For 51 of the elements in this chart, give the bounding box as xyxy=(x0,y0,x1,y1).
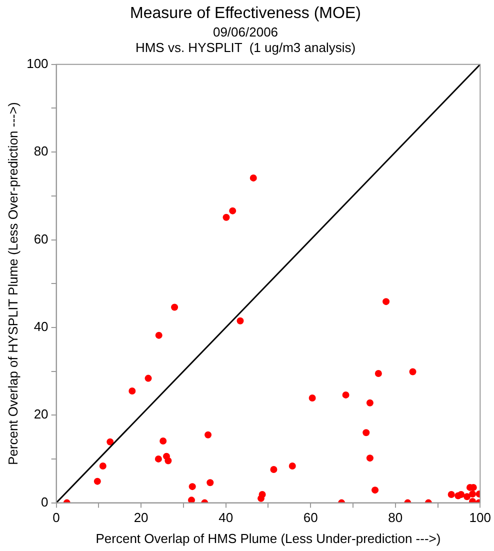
x-tick-label: 60 xyxy=(303,510,318,526)
point xyxy=(409,368,416,376)
point xyxy=(308,394,316,402)
point xyxy=(250,174,257,182)
x-tick-label: 100 xyxy=(469,510,492,526)
x-tick-label: 20 xyxy=(134,510,148,526)
point xyxy=(106,438,114,446)
point xyxy=(94,478,101,485)
point xyxy=(448,490,455,498)
point xyxy=(188,496,196,503)
y-tick-label: 40 xyxy=(34,319,48,334)
point xyxy=(222,214,230,221)
point xyxy=(204,431,212,438)
point xyxy=(458,490,465,498)
y-tick-label: 0 xyxy=(41,494,48,510)
chart-subtitle: 09/06/2006 HMS vs. HYSPLIT (1 ug/m3 analysis) xyxy=(135,24,356,56)
point xyxy=(154,455,162,462)
point xyxy=(171,304,178,311)
y-axis-title: Percent Overlap of HYSPLIT Plume (Less Over-prediction --->) xyxy=(5,102,20,466)
point xyxy=(362,429,370,436)
point xyxy=(258,490,266,498)
chart-title: Measure of Effectiveness (MOE) xyxy=(130,5,361,22)
point xyxy=(144,374,152,382)
point xyxy=(366,454,374,462)
y-tick-label: 80 xyxy=(34,144,48,159)
point xyxy=(469,498,476,503)
point xyxy=(374,370,382,377)
x-tick-label: 40 xyxy=(218,510,234,526)
point xyxy=(155,332,162,339)
x-tick-label: 0 xyxy=(52,510,60,526)
x-tick-label: 80 xyxy=(388,510,403,526)
point xyxy=(99,462,106,470)
point xyxy=(464,493,471,500)
y-tick-label: 20 xyxy=(34,406,48,422)
point xyxy=(206,479,214,486)
point xyxy=(372,486,379,494)
point xyxy=(160,437,167,444)
point xyxy=(270,466,278,473)
point xyxy=(382,298,390,306)
point xyxy=(188,483,196,490)
point xyxy=(229,207,236,214)
point xyxy=(288,462,296,470)
point xyxy=(469,490,476,498)
y-tick-label: 100 xyxy=(26,56,48,71)
x-axis-title: Percent Overlap of HMS Plume (Less Under-prediction --->) xyxy=(96,530,441,546)
point xyxy=(128,388,136,395)
point xyxy=(164,457,172,464)
y-tick-label: 60 xyxy=(34,231,48,246)
point xyxy=(236,317,244,324)
point xyxy=(366,399,374,406)
point xyxy=(342,391,350,398)
